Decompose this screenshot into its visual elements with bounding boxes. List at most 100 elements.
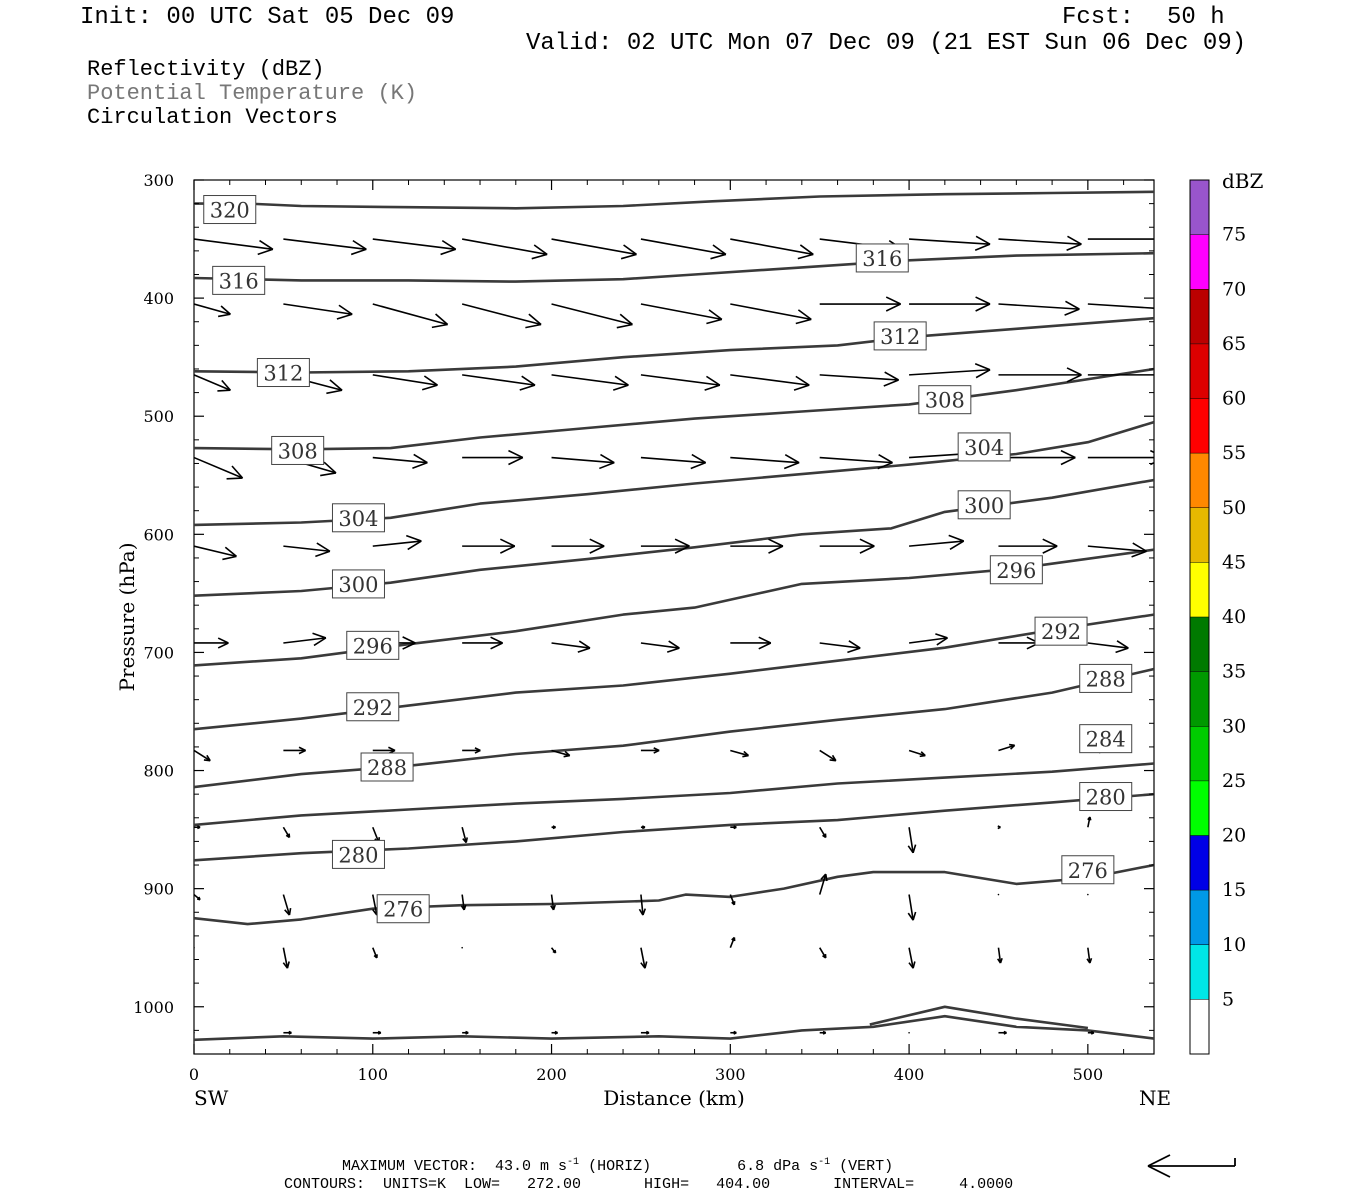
vector-shaft <box>372 374 438 386</box>
vector-head <box>423 375 438 386</box>
circulation-vector <box>1087 374 1154 376</box>
vector-head <box>490 636 503 644</box>
vector-head <box>288 907 292 916</box>
isentrope-320 <box>194 190 1154 210</box>
vector-head <box>519 384 536 391</box>
circulation-vector <box>551 538 605 554</box>
vector-head <box>226 477 243 480</box>
vector-head <box>412 461 428 470</box>
colorbar: 5 10 15 20 25 30 35 40 45 50 55 60 65 70 75 <box>1189 179 1246 1055</box>
vector-head <box>474 747 481 752</box>
circulation-vector <box>819 296 901 312</box>
vector-shaft <box>372 540 422 547</box>
circulation-vector <box>819 826 827 839</box>
circulation-vector <box>461 303 542 329</box>
circulation-vector <box>551 749 571 758</box>
vector-head <box>884 371 899 381</box>
vector-head <box>1060 449 1076 459</box>
isentrope-label: 296 <box>353 634 393 658</box>
vector-head <box>712 244 727 256</box>
vector-head <box>465 1030 469 1034</box>
circulation-vector <box>640 303 723 325</box>
forecast-hour: 50 h <box>1167 4 1225 31</box>
circulation-vector <box>372 374 438 391</box>
colorbar-level-label: 40 <box>1222 606 1246 628</box>
vector-head <box>508 449 524 459</box>
circulation-vector <box>372 534 422 551</box>
vector-head <box>936 637 948 646</box>
circulation-vector <box>730 1030 737 1035</box>
vector-head <box>743 750 750 757</box>
vector-shaft <box>640 894 644 916</box>
vector-head <box>1067 235 1082 245</box>
circulation-vector <box>1087 449 1154 466</box>
isentrope-label-box <box>957 432 1011 462</box>
circulation-vector <box>819 538 875 554</box>
vector-head <box>217 389 231 392</box>
vector-shaft <box>640 642 680 649</box>
y-tick-label: 800 <box>143 762 174 781</box>
vector-shaft <box>372 238 456 251</box>
circulation-vector <box>282 826 291 839</box>
circulation-vector <box>730 303 812 325</box>
vector-head <box>533 244 548 256</box>
vector-shaft <box>909 238 991 245</box>
circulation-vector <box>194 456 244 480</box>
vector-head <box>975 369 991 379</box>
circulation-vector <box>194 1031 195 1034</box>
circulation-vector <box>372 303 449 329</box>
vector-head <box>377 1030 382 1034</box>
vector-head <box>508 456 524 466</box>
vector-shaft <box>372 303 448 326</box>
vector-head <box>257 248 274 256</box>
isentrope-label-box <box>1079 663 1133 693</box>
vector-head <box>402 642 416 650</box>
vector-head <box>313 637 327 647</box>
vector-head <box>742 754 749 758</box>
vector-shaft <box>551 456 615 464</box>
vector-head <box>612 384 629 391</box>
circulation-vector <box>729 894 736 906</box>
vector-shaft <box>551 749 570 757</box>
vector-head <box>999 957 1003 964</box>
vector-head <box>500 538 516 547</box>
vector-head <box>885 303 901 312</box>
circulation-vector <box>283 303 353 320</box>
isentrope-label-box <box>346 692 400 722</box>
circulation-vector <box>908 749 926 758</box>
vector-head <box>768 545 784 554</box>
vector-head <box>1066 374 1082 383</box>
y-tick-label: 300 <box>143 171 174 190</box>
colorbar-level-label: 50 <box>1222 497 1246 519</box>
vector-shaft <box>997 947 1002 964</box>
vector-head <box>912 911 917 921</box>
vector-shaft <box>462 238 548 256</box>
vector-head <box>402 636 416 644</box>
vector-shaft <box>1087 642 1129 649</box>
vector-head <box>638 908 644 916</box>
vector-head <box>1154 239 1168 246</box>
colorbar-level-label: 70 <box>1222 278 1246 300</box>
vector-head <box>847 647 861 654</box>
vector-dot <box>461 946 463 949</box>
circulation-vector <box>908 947 916 969</box>
vector-shaft <box>551 238 637 256</box>
vector-head <box>554 949 557 953</box>
circulation-vector <box>550 894 556 911</box>
vector-shaft <box>909 368 991 376</box>
vector-head <box>329 379 343 391</box>
circulation-vector <box>462 1030 469 1035</box>
vector-head <box>286 961 290 969</box>
vector-shaft <box>372 456 428 464</box>
title-potential-temperature: Potential Temperature (K) <box>87 81 418 106</box>
isentrope-label-layer: 320 316 316 312 312 308 308 304 304 300 300 296 296 2… <box>203 195 1133 924</box>
isentrope-label-box <box>1061 855 1115 885</box>
vector-head <box>564 750 571 757</box>
circulation-vector <box>640 374 721 391</box>
vector-shaft <box>819 947 827 959</box>
circulation-vector <box>998 449 1076 466</box>
isentrope-label: 320 <box>210 199 250 223</box>
vector-head <box>758 636 772 644</box>
vector-head <box>217 637 229 644</box>
